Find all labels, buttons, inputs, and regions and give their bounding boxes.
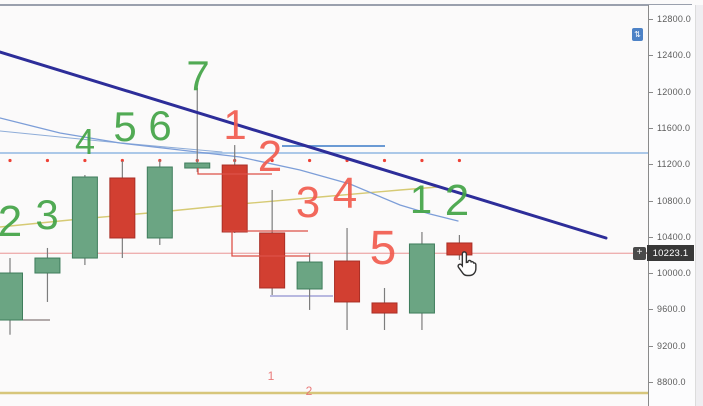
axis-tick	[649, 382, 653, 383]
dotted-level-dot	[120, 158, 124, 163]
axis-price-label: 8800.0	[657, 377, 686, 387]
current-price-badge: 10223.1	[646, 245, 694, 261]
add-order-plus-button[interactable]: +	[633, 246, 646, 260]
wave-count-label[interactable]: 3	[35, 191, 59, 238]
descending-trendline[interactable]	[0, 50, 608, 240]
axis-price-label: 10400.0	[657, 231, 691, 242]
wave-count-label[interactable]: 6	[148, 102, 172, 149]
candle-body	[146, 166, 173, 239]
red-structure-line[interactable]	[231, 231, 310, 257]
axis-price-label: 11200.0	[657, 159, 691, 170]
axis-tick	[649, 91, 653, 93]
axis-price-label: 12400.0	[657, 50, 691, 61]
candle-body	[371, 302, 398, 314]
dotted-level-dot	[8, 158, 12, 163]
axis-tick	[649, 19, 653, 20]
candlestick-chart[interactable]	[0, 0, 648, 406]
dotted-level-dot	[457, 158, 461, 163]
wave-count-label[interactable]: 3	[295, 178, 321, 227]
candle-body	[334, 260, 361, 303]
axis-price-label: 9600.0	[657, 304, 686, 315]
wave-count-label[interactable]: 4	[332, 169, 358, 218]
axis-price-label: 12000.0	[657, 86, 691, 97]
wave-count-label[interactable]: 4	[74, 121, 96, 162]
wave-count-label[interactable]: 5	[113, 103, 137, 150]
dotted-level-dot	[45, 158, 50, 163]
wave-count-label[interactable]: 2	[0, 197, 23, 246]
candle-body	[34, 257, 61, 274]
wave-count-label[interactable]: 1	[223, 101, 247, 148]
ma-blue-thin-line[interactable]	[0, 130, 223, 153]
axis-tick	[649, 164, 653, 166]
axis-tick	[649, 200, 653, 202]
candle-body	[408, 243, 435, 314]
axis-price-label: 10800.0	[657, 195, 691, 206]
wave-count-label[interactable]: 2	[257, 132, 283, 181]
dotted-level-dot	[83, 158, 87, 163]
axis-tick	[649, 236, 653, 238]
axis-tick	[649, 345, 653, 347]
wave-count-label[interactable]: 1	[409, 178, 433, 222]
candle-body	[0, 272, 23, 321]
ma-blue-line[interactable]	[0, 117, 459, 222]
wave-count-label[interactable]: 2	[444, 176, 470, 225]
axis-price-label: 11600.0	[657, 122, 691, 133]
wave-count-label[interactable]: 7	[186, 52, 210, 99]
axis-tick	[649, 273, 653, 275]
axis-tick	[649, 55, 653, 57]
axis-price-label: 10000.0	[657, 268, 691, 279]
candle-body	[109, 177, 136, 239]
axis-price-label: 12800.0	[657, 14, 691, 24]
candle-body	[446, 242, 473, 256]
candle-body	[184, 162, 211, 169]
price-axis[interactable]: 12800.0 12400.0 12000.0 11600.0 11200.0 10800…	[648, 5, 696, 406]
red-structure-line[interactable]	[197, 168, 272, 175]
dotted-level-dot	[382, 158, 387, 163]
candle-body	[71, 176, 98, 259]
axis-tick	[649, 127, 653, 129]
candle-body	[296, 261, 323, 290]
swap-vertical-icon[interactable]: ⇅	[632, 28, 643, 41]
wave-count-label[interactable]: 5	[369, 222, 397, 275]
chart-top-border	[0, 4, 692, 6]
dotted-level-dot	[270, 158, 274, 163]
wave-count-label[interactable]: 1	[267, 369, 275, 383]
axis-price-label: 9200.0	[657, 340, 686, 351]
dotted-level-dot	[308, 158, 312, 163]
candle-body	[221, 164, 248, 233]
dotted-level-dot	[420, 158, 424, 163]
right-scroll-strip[interactable]	[695, 5, 703, 406]
axis-tick	[649, 309, 653, 311]
candle-body	[259, 232, 286, 289]
wave-count-label[interactable]: 2	[305, 384, 313, 398]
